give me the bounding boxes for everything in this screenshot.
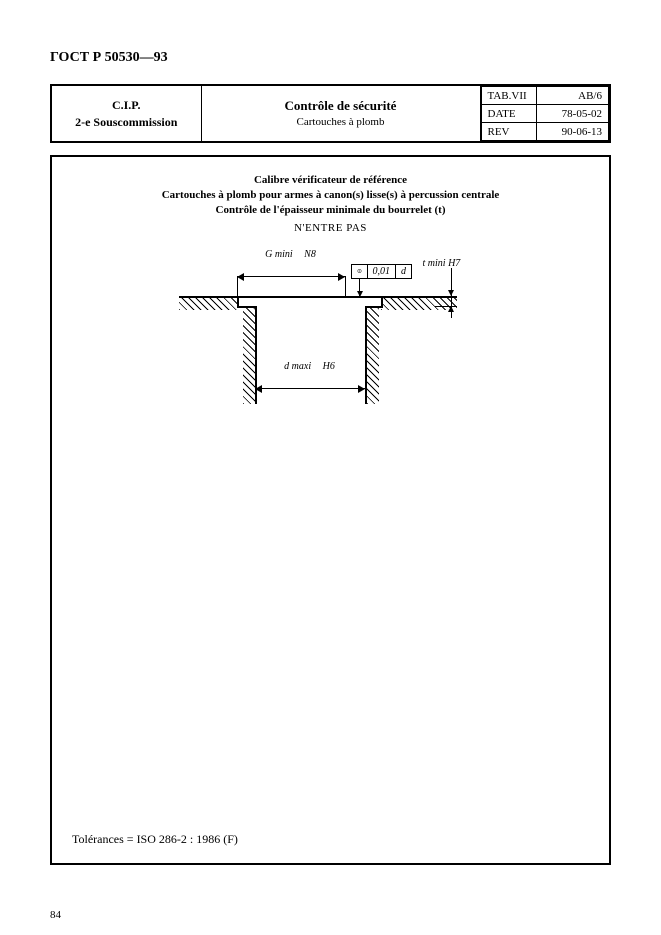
- label-t: t mini H7: [423, 258, 461, 269]
- gdt-datum: d: [396, 265, 411, 278]
- label-d-tol: H6: [321, 361, 337, 372]
- technical-diagram: G mini N8 0,01 d t mini H7: [201, 248, 461, 408]
- fig-title-1: Calibre vérificateur de référence: [72, 173, 589, 188]
- dim-g-ext-right: [345, 276, 346, 296]
- gdt-frame: 0,01 d: [351, 264, 413, 279]
- dimension-g: G mini N8: [237, 276, 345, 288]
- header-meta: TAB.VII AB/6 DATE 78-05-02 REV 90-06-13: [480, 85, 610, 142]
- meta-rev-value: 90-06-13: [536, 123, 609, 141]
- t-arrow-down: [448, 306, 454, 312]
- meta-rev-label: REV: [481, 123, 536, 141]
- header-left: C.I.P. 2-e Souscommission: [51, 85, 201, 142]
- meta-date-label: DATE: [481, 105, 536, 123]
- hdr-cip: C.I.P.: [60, 97, 193, 114]
- ground-hatch-left: [179, 296, 239, 310]
- meta-date-value: 78-05-02: [536, 105, 609, 123]
- bore-hatch-right: [367, 306, 379, 404]
- bore-hatch-left: [243, 306, 255, 404]
- ledge-side-right: [381, 296, 383, 306]
- fig-title-3: Contrôle de l'épaisseur minimale du bour…: [72, 203, 589, 218]
- ledge-side-left: [237, 296, 239, 306]
- hdr-title: Contrôle de sécurité: [210, 97, 472, 115]
- meta-tab-value: AB/6: [536, 87, 609, 105]
- header-center: Contrôle de sécurité Cartouches à plomb: [201, 85, 480, 142]
- t-arrow-up: [448, 290, 454, 296]
- ground-hatch-right: [381, 296, 457, 310]
- hdr-sousc: 2-e Souscommission: [60, 114, 193, 131]
- nentre-pas: N'ENTRE PAS: [72, 222, 589, 234]
- gdt-value: 0,01: [368, 265, 397, 278]
- dimension-d: d maxi H6: [255, 388, 365, 400]
- label-g: G mini: [263, 249, 295, 260]
- document-id: ГОСТ Р 50530—93: [50, 50, 611, 66]
- label-d: d maxi: [282, 361, 313, 372]
- label-g-tol: N8: [302, 249, 318, 260]
- main-frame: Calibre vérificateur de référence Cartou…: [50, 155, 611, 865]
- t-ext-top: [435, 296, 457, 297]
- page-number: 84: [50, 909, 61, 921]
- t-text: t mini: [423, 258, 446, 269]
- fig-title-2: Cartouches à plomb pour armes à canon(s)…: [72, 188, 589, 203]
- perpendicularity-icon: [352, 265, 368, 278]
- meta-tab-label: TAB.VII: [481, 87, 536, 105]
- header-table: C.I.P. 2-e Souscommission Contrôle de sé…: [50, 84, 611, 143]
- gdt-leader: [359, 278, 360, 296]
- hdr-subtitle: Cartouches à plomb: [210, 115, 472, 130]
- tolerances-note: Tolérances = ISO 286-2 : 1986 (F): [72, 832, 238, 847]
- figure-title: Calibre vérificateur de référence Cartou…: [72, 173, 589, 218]
